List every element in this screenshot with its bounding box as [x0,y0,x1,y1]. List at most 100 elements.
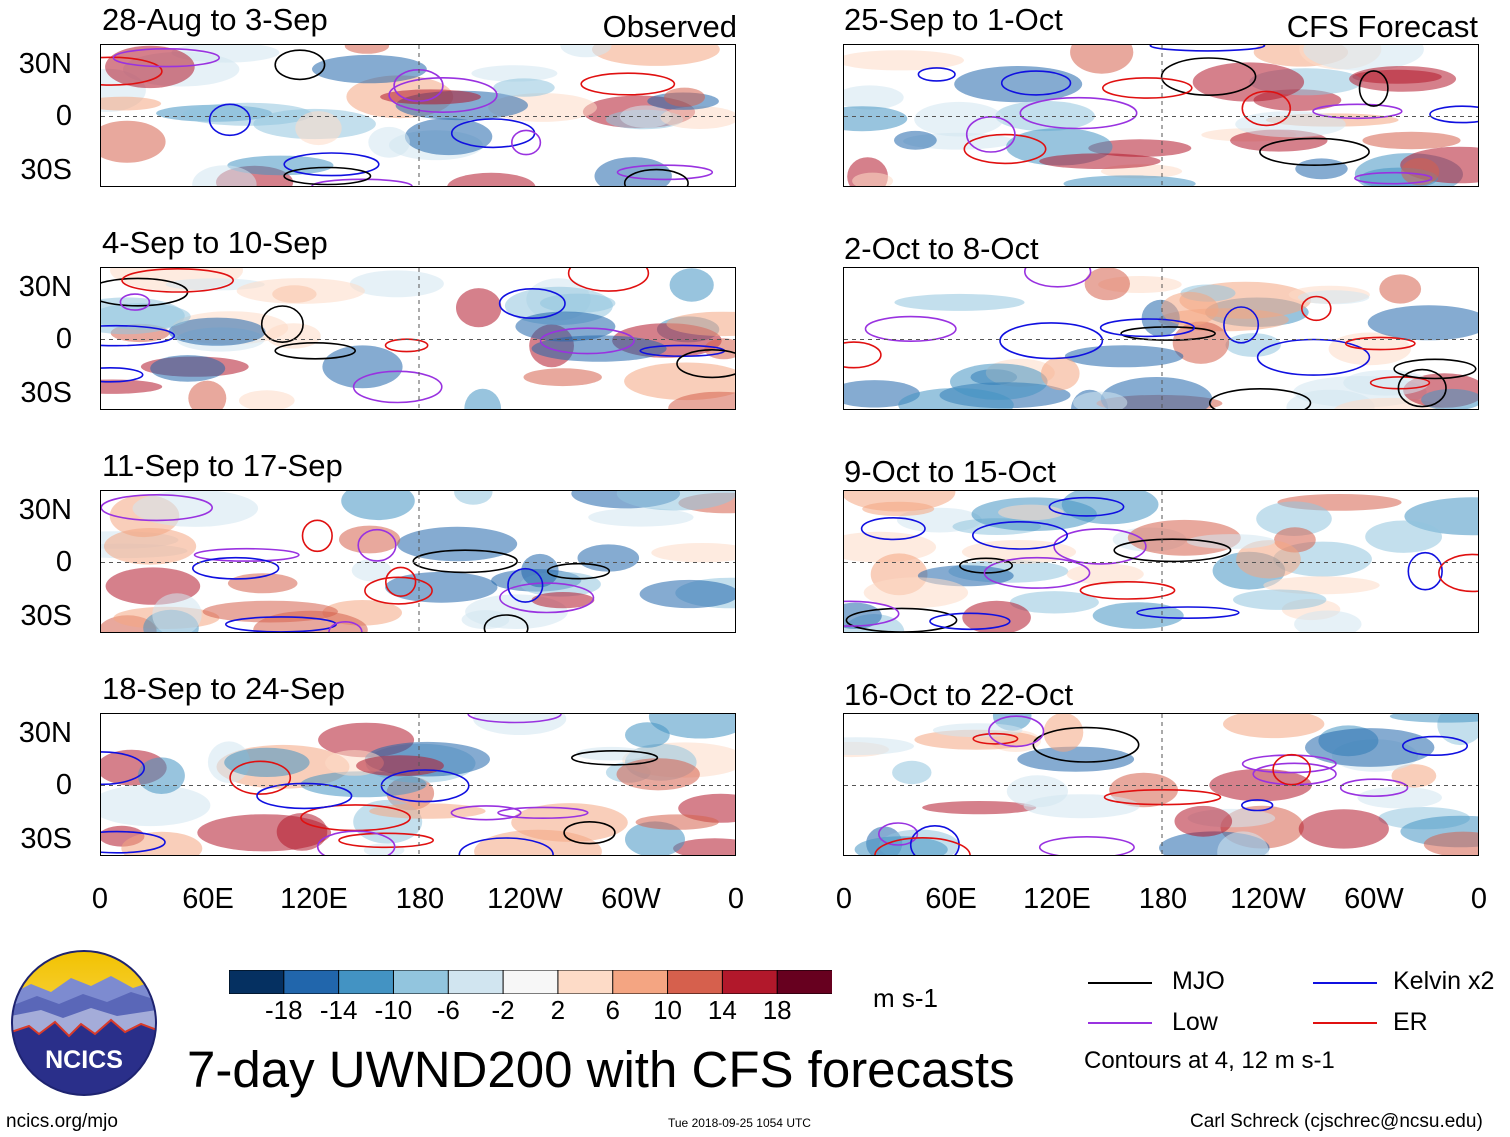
wave-contour [580,72,676,96]
low-legend-line [1088,1022,1152,1024]
anomaly-shading [349,270,444,298]
colorbar-swatch [776,969,833,995]
wave-contour [301,519,333,553]
anomaly-shading [660,106,735,129]
wave-contour [539,327,635,355]
wave-contour [101,324,176,347]
anomaly-shading [1043,714,1084,752]
lon-label-180: 180 [1138,883,1188,915]
anomaly-shading [950,363,1048,400]
lon-label-360: 0 [727,883,745,915]
wave-contour [112,48,221,68]
wave-contour [458,837,554,855]
anomaly-shading [464,388,502,409]
wave-contour [1339,778,1409,797]
lon-label-60w: 60W [601,883,661,915]
anomaly-shading [651,543,735,563]
colorbar-tick-label: 18 [762,995,792,1025]
anomaly-shading [1088,139,1192,157]
wave-contour [101,367,144,383]
anomaly-shading [471,65,558,82]
anomaly-shading [1064,345,1184,368]
wave-contour [1113,538,1232,563]
wave-contour [1208,388,1312,409]
colorbar-swatch [721,969,779,995]
anomaly-shading [132,491,259,527]
anomaly-shading [954,66,1083,103]
colorbar-tick-label: -2 [491,995,515,1025]
anomaly-shading [152,593,202,632]
map-field [101,491,735,632]
lat-label-30n: 30N [18,271,72,303]
panel-title-3: 11-Sep to 17-Sep [102,448,343,483]
wave-contour [972,732,1019,745]
wave-contour [1369,376,1431,390]
anomaly-shading [844,602,882,629]
anomaly-shading [300,771,427,798]
anomaly-shading [1256,501,1332,536]
anomaly-shading [1362,131,1461,150]
wave-contour [1407,551,1443,591]
wave-contour [274,49,326,81]
wave-contour [1101,77,1193,99]
wave-contour [929,612,1011,631]
anomaly-shading [1161,291,1219,326]
anomaly-shading [588,508,694,527]
wave-contour [1241,799,1274,812]
wave-contour [623,168,689,186]
wave-contour [191,556,280,580]
anomaly-shading [236,278,365,304]
wave-contour [260,305,304,344]
anomaly-shading [369,803,486,819]
map-field [844,714,1478,855]
anomaly-shading [104,528,197,565]
lon-label-120e: 120E [1023,883,1091,915]
wave-contour [450,805,522,821]
wave-contour [316,830,396,855]
anomaly-shading [101,96,162,111]
anomaly-shading [673,838,735,855]
wave-contour [193,547,300,562]
kelvin-legend-label: Kelvin x2 [1393,967,1495,995]
er-legend-label: ER [1393,1008,1428,1036]
lat-label-30n: 30N [18,494,72,526]
colorbar-tick-label: -14 [319,995,358,1025]
map-field [101,714,735,855]
anomaly-shading [521,553,559,588]
wave-contour [1397,368,1447,408]
anomaly-shading [454,491,493,505]
wave-contour [388,76,498,114]
anomaly-shading [844,106,908,132]
anomaly-shading [312,54,427,84]
anomaly-shading [664,87,705,107]
lon-label-60e: 60E [182,883,234,915]
colorbar-swatch [228,969,285,995]
anomaly-shading [121,831,203,855]
anomaly-shading [616,758,700,791]
anomaly-shading [914,101,1004,137]
wave-contour [497,806,589,820]
anomaly-shading [1263,576,1380,595]
wave-contour [499,582,595,614]
anomaly-shading [1217,831,1269,855]
anomaly-shading [922,801,1037,815]
footer-timestamp: Tue 2018-09-25 1054 UTC [668,1116,811,1130]
wave-contour [256,782,353,810]
footer-url[interactable]: ncics.org/mjo [6,1111,118,1132]
wave-contour [1032,726,1140,763]
anomaly-shading [192,165,257,186]
anomaly-shading [1017,746,1135,772]
wave-contour [1048,496,1125,517]
anomaly-shading [356,755,444,777]
wave-contour [1160,57,1257,97]
wave-contour [364,576,433,605]
wave-contour [274,342,356,360]
kelvin-legend-line [1313,982,1377,984]
panel-title-8: 16-Oct to 22-Oct [844,677,1074,712]
wave-contour [1438,553,1478,593]
logo-text: NCICS [45,1046,123,1074]
map-field [844,45,1478,186]
wave-contour [1354,171,1433,185]
colorbar-swatch [557,969,614,995]
wave-contour [988,715,1045,748]
